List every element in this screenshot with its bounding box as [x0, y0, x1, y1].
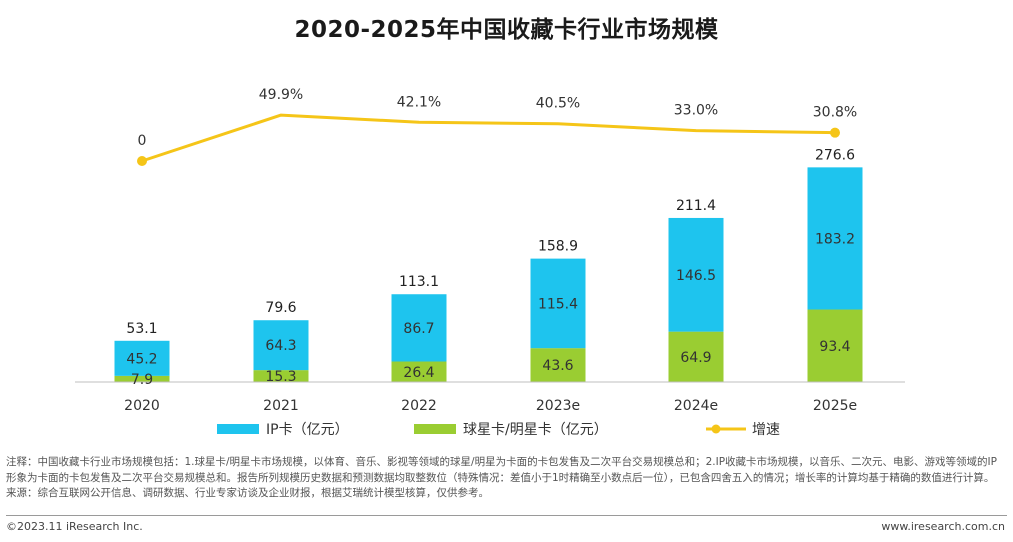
- growth-label-2022: 42.1%: [397, 94, 441, 110]
- labels-layer: 7.9 45.2 53.1 2020 15.3 64.3 79.6 2021 26.4 86.7 1…: [124, 87, 857, 414]
- bar-ip-2022: [391, 294, 447, 362]
- bar-label-star-2022: 26.4: [403, 365, 434, 381]
- bar-label-ip-2024e: 146.5: [676, 268, 716, 284]
- bar-star-2023e: [530, 348, 586, 382]
- bar-label-star-2024e: 64.9: [680, 350, 711, 366]
- growth-line-layer: [137, 113, 840, 166]
- growth-point-2025e: [830, 127, 840, 138]
- bar-ip-2025e: [807, 167, 863, 310]
- bar-total-2021: 79.6: [265, 300, 296, 316]
- bar-total-2025e: 276.6: [815, 147, 855, 163]
- bar-ip-2020: [114, 340, 170, 376]
- bar-label-star-2020: 7.9: [131, 372, 153, 388]
- market-size-chart: 7.9 45.2 53.1 2020 15.3 64.3 79.6 2021 26.4 86.7 1…: [75, 87, 905, 438]
- source-text: 来源：综合互联网公开信息、调研数据、行业专家访谈及企业财报，根据艾瑞统计模型核算…: [6, 487, 489, 499]
- growth-line: [141, 113, 836, 163]
- growth-label-2025e: 30.8%: [813, 105, 857, 121]
- footer-copyright: ©2023.11 iResearch Inc.: [6, 520, 143, 533]
- x-tick-2020: 2020: [124, 398, 160, 414]
- x-tick-2023e: 2023e: [536, 398, 580, 414]
- bar-label-ip-2020: 45.2: [126, 351, 157, 367]
- bar-label-star-2023e: 43.6: [542, 358, 573, 374]
- chart-notes: 注释：中国收藏卡行业市场规模包括：1.球星卡/明星卡市场规模，以体育、音乐、影视…: [6, 455, 1006, 502]
- bar-total-2024e: 211.4: [676, 198, 716, 214]
- bar-label-star-2021: 15.3: [265, 369, 296, 385]
- growth-point-2020: [137, 156, 147, 166]
- growth-label-2024e: 33.0%: [674, 103, 718, 119]
- bar-label-ip-2021: 64.3: [265, 338, 296, 354]
- bar-total-2020: 53.1: [126, 321, 157, 337]
- legend-swatch-star: [414, 424, 456, 434]
- legend-label-growth: 增速: [752, 422, 780, 438]
- growth-label-2021: 49.9%: [259, 87, 303, 103]
- bar-label-ip-2022: 86.7: [403, 321, 434, 337]
- legend: IP卡（亿元） 球星卡/明星卡（亿元） 增速: [217, 422, 780, 438]
- legend-swatch-growth-marker: [711, 424, 721, 434]
- bar-ip-2024e: [668, 217, 724, 332]
- footer-divider: [6, 515, 1007, 516]
- bar-label-star-2025e: 93.4: [819, 339, 850, 355]
- bar-label-ip-2025e: 183.2: [815, 231, 855, 247]
- legend-label-ip: IP卡（亿元）: [266, 422, 349, 438]
- x-tick-2024e: 2024e: [674, 398, 718, 414]
- chart-title: 2020-2025年中国收藏卡行业市场规模: [294, 17, 719, 43]
- x-tick-2021: 2021: [263, 398, 299, 414]
- growth-label-2020: 0: [138, 133, 147, 149]
- bar-star-2020: [114, 375, 170, 382]
- bar-star-2021: [253, 370, 309, 382]
- growth-label-2023e: 40.5%: [536, 96, 580, 112]
- legend-label-star: 球星卡/明星卡（亿元）: [463, 422, 608, 438]
- x-tick-2025e: 2025e: [813, 398, 857, 414]
- bar-star-2022: [391, 361, 447, 382]
- bar-star-2024e: [668, 331, 724, 382]
- bar-label-ip-2023e: 115.4: [538, 296, 578, 312]
- bar-ip-2023e: [530, 258, 586, 349]
- bar-star-2025e: [807, 309, 863, 382]
- legend-swatch-ip: [217, 424, 259, 434]
- bar-total-2022: 113.1: [399, 274, 439, 290]
- notes-text: 注释：中国收藏卡行业市场规模包括：1.球星卡/明星卡市场规模，以体育、音乐、影视…: [6, 456, 997, 484]
- bars-layer: [75, 167, 905, 383]
- x-tick-2022: 2022: [401, 398, 437, 414]
- footer-website: www.iresearch.com.cn: [881, 520, 1005, 533]
- bar-ip-2021: [253, 320, 309, 371]
- bar-total-2023e: 158.9: [538, 239, 578, 255]
